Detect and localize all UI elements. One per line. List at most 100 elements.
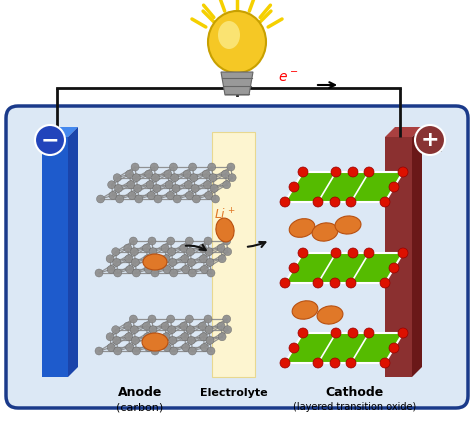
Circle shape [185, 315, 193, 323]
Circle shape [162, 255, 170, 263]
Circle shape [163, 344, 171, 352]
Circle shape [227, 163, 235, 171]
Circle shape [143, 322, 150, 330]
Text: +: + [421, 130, 439, 150]
Circle shape [217, 322, 225, 330]
Circle shape [107, 344, 115, 352]
Circle shape [166, 192, 174, 200]
Circle shape [217, 244, 225, 252]
Polygon shape [285, 253, 403, 283]
Circle shape [114, 347, 122, 355]
Circle shape [200, 333, 208, 341]
Ellipse shape [289, 219, 315, 237]
Circle shape [389, 263, 399, 273]
Circle shape [180, 322, 188, 330]
Circle shape [364, 328, 374, 338]
Circle shape [130, 326, 138, 334]
Circle shape [348, 248, 358, 258]
Circle shape [144, 255, 152, 263]
Circle shape [129, 237, 137, 245]
Circle shape [206, 336, 214, 344]
Text: Anode: Anode [118, 387, 162, 400]
Polygon shape [385, 127, 422, 137]
Circle shape [188, 347, 196, 355]
Circle shape [152, 174, 159, 181]
Circle shape [180, 244, 188, 252]
Circle shape [218, 333, 226, 341]
Circle shape [153, 184, 161, 192]
Circle shape [165, 181, 173, 189]
Circle shape [149, 326, 157, 334]
Circle shape [150, 336, 158, 344]
Circle shape [107, 265, 115, 273]
Bar [42, 137, 68, 377]
Circle shape [163, 265, 171, 273]
Ellipse shape [218, 21, 240, 49]
Text: Cathode: Cathode [326, 387, 384, 400]
Circle shape [389, 182, 399, 192]
Circle shape [106, 333, 114, 341]
Circle shape [182, 344, 190, 352]
Circle shape [97, 195, 104, 203]
Circle shape [168, 326, 176, 334]
Circle shape [199, 322, 207, 330]
Circle shape [185, 192, 193, 200]
Circle shape [221, 170, 229, 178]
Circle shape [116, 195, 124, 203]
Circle shape [126, 170, 134, 178]
Circle shape [348, 328, 358, 338]
Text: (layered transition oxide): (layered transition oxide) [293, 402, 417, 412]
Circle shape [132, 269, 140, 277]
Polygon shape [221, 72, 253, 95]
Circle shape [189, 163, 197, 171]
Ellipse shape [312, 223, 338, 241]
Ellipse shape [292, 301, 318, 319]
Circle shape [380, 278, 390, 288]
Circle shape [346, 197, 356, 207]
Polygon shape [412, 127, 422, 377]
Circle shape [280, 278, 290, 288]
Polygon shape [285, 333, 403, 363]
Circle shape [289, 343, 299, 353]
Circle shape [192, 195, 201, 203]
Circle shape [223, 181, 231, 189]
Circle shape [346, 358, 356, 368]
Polygon shape [42, 127, 78, 137]
Ellipse shape [142, 333, 168, 351]
Circle shape [144, 333, 152, 341]
Circle shape [191, 184, 199, 192]
Circle shape [171, 174, 179, 181]
Circle shape [224, 326, 232, 334]
Circle shape [228, 174, 236, 181]
Circle shape [151, 269, 159, 277]
Circle shape [170, 347, 178, 355]
Circle shape [200, 255, 208, 263]
Circle shape [298, 328, 308, 338]
Circle shape [130, 248, 138, 256]
Circle shape [280, 358, 290, 368]
Text: $e^-$: $e^-$ [278, 71, 298, 85]
Circle shape [167, 315, 174, 323]
Circle shape [380, 197, 390, 207]
Circle shape [161, 244, 169, 252]
Circle shape [330, 278, 340, 288]
Circle shape [113, 336, 121, 344]
Ellipse shape [216, 218, 234, 242]
Circle shape [35, 125, 65, 155]
Circle shape [164, 170, 172, 178]
Circle shape [298, 167, 308, 177]
Circle shape [134, 184, 142, 192]
Circle shape [168, 248, 176, 256]
Circle shape [348, 167, 358, 177]
Circle shape [190, 174, 198, 181]
Circle shape [280, 197, 290, 207]
Circle shape [398, 328, 408, 338]
Circle shape [204, 237, 212, 245]
Circle shape [186, 326, 194, 334]
Circle shape [148, 237, 156, 245]
Circle shape [145, 170, 153, 178]
Text: Electrolyte: Electrolyte [200, 388, 268, 398]
Circle shape [207, 347, 215, 355]
Circle shape [154, 195, 162, 203]
Circle shape [218, 255, 226, 263]
